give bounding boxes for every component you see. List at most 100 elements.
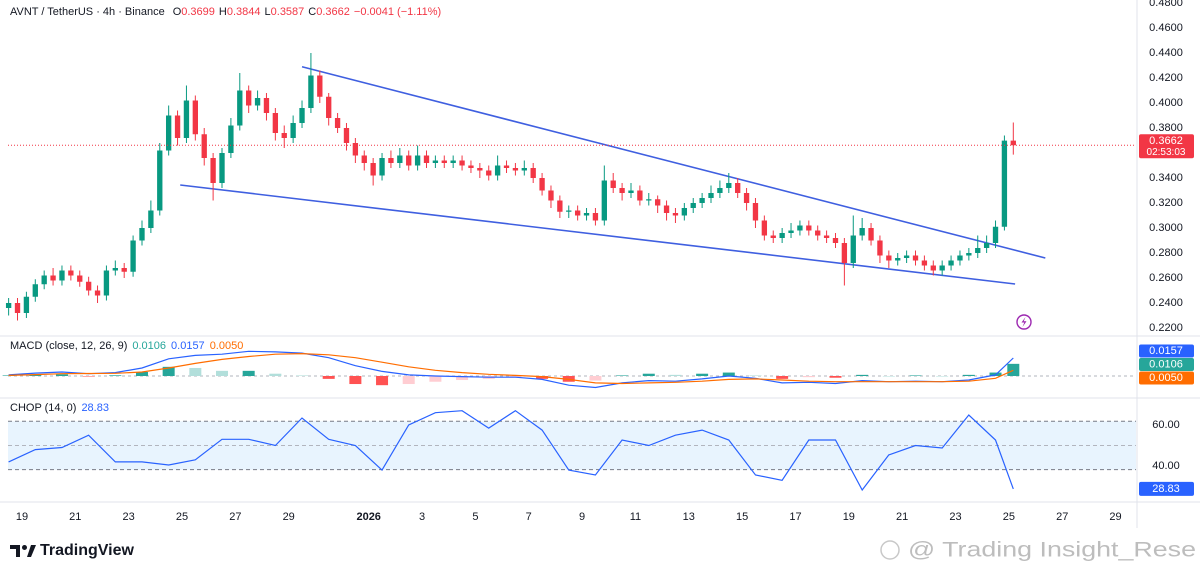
candle-body bbox=[414, 155, 421, 166]
x-tick-label: 17 bbox=[789, 511, 801, 523]
candle-body bbox=[983, 243, 990, 248]
candle-body bbox=[646, 199, 652, 201]
histogram-bar bbox=[135, 371, 148, 377]
y-tick-label: 0.2200 bbox=[1149, 322, 1183, 334]
candle-body bbox=[148, 210, 154, 228]
candle-body bbox=[850, 235, 856, 263]
candle-body bbox=[681, 208, 688, 216]
y-tick-label: 0.4200 bbox=[1149, 72, 1183, 84]
x-tick-label: 15 bbox=[736, 511, 748, 523]
histogram-bar bbox=[749, 375, 762, 377]
candle-body bbox=[157, 150, 163, 211]
candle-body bbox=[672, 213, 679, 216]
signal-line bbox=[8, 352, 1014, 385]
x-tick-label: 19 bbox=[843, 511, 855, 523]
ohlc-value: 0.3699 bbox=[181, 6, 215, 18]
candle-body bbox=[494, 165, 501, 176]
candle-body bbox=[112, 268, 118, 271]
y-tick-label: 0.4800 bbox=[1149, 0, 1183, 9]
candle-body bbox=[823, 235, 830, 238]
value-tag-label: 28.83 bbox=[1152, 483, 1180, 495]
candle-body bbox=[966, 253, 972, 256]
candle-body bbox=[432, 160, 439, 163]
histogram-bar bbox=[882, 376, 895, 377]
candle-body bbox=[592, 213, 599, 221]
candle-body bbox=[281, 133, 287, 138]
histogram-bar bbox=[189, 367, 202, 377]
candle-body bbox=[254, 98, 261, 106]
candle-body bbox=[219, 153, 225, 183]
candle-body bbox=[263, 98, 270, 113]
y-tick-label: 0.3200 bbox=[1149, 197, 1183, 209]
candle-body bbox=[59, 270, 65, 281]
histogram-bar bbox=[269, 373, 282, 377]
x-tick-label: 27 bbox=[229, 511, 241, 523]
x-tick-label: 21 bbox=[896, 511, 908, 523]
candle-body bbox=[601, 180, 607, 221]
candle-body bbox=[939, 265, 945, 271]
candle-body bbox=[379, 158, 385, 176]
candle-body bbox=[992, 226, 999, 243]
candle-body bbox=[441, 160, 447, 163]
candle-body bbox=[210, 158, 216, 183]
candle-body bbox=[459, 160, 465, 166]
candle-body bbox=[895, 258, 901, 261]
candle-body bbox=[699, 198, 705, 203]
candle-body bbox=[832, 238, 839, 243]
histogram-bar bbox=[55, 374, 68, 377]
candle-body bbox=[397, 155, 403, 163]
value-tag-label: 0.0106 bbox=[1149, 358, 1183, 370]
candle-body bbox=[406, 155, 412, 166]
histogram-bar bbox=[296, 375, 309, 377]
histogram-bar bbox=[376, 376, 389, 386]
indicator-value: 28.83 bbox=[81, 402, 109, 414]
x-tick-label: 25 bbox=[1003, 511, 1015, 523]
watermark-icon bbox=[880, 540, 900, 560]
candle-body bbox=[637, 190, 643, 201]
candle-body bbox=[574, 210, 581, 216]
candle-body bbox=[317, 75, 323, 97]
candle-body bbox=[619, 188, 625, 193]
histogram-bar bbox=[536, 376, 549, 379]
candle-body bbox=[788, 230, 794, 233]
candle-body bbox=[1010, 140, 1016, 146]
candle-body bbox=[352, 143, 359, 156]
y-tick-label: 0.2600 bbox=[1149, 272, 1183, 284]
last-price-label: 0.3662 bbox=[1149, 135, 1183, 147]
x-tick-label: 23 bbox=[949, 511, 961, 523]
candle-body bbox=[708, 193, 714, 198]
candle-body bbox=[717, 188, 723, 193]
candle-body bbox=[770, 235, 776, 238]
candle-body bbox=[299, 108, 305, 123]
candle-body bbox=[948, 260, 954, 266]
candle-body bbox=[94, 290, 101, 296]
histogram-bar bbox=[669, 374, 682, 377]
alert-icon[interactable] bbox=[1016, 314, 1032, 330]
candle-body bbox=[85, 281, 92, 291]
candle-body bbox=[23, 296, 30, 313]
countdown-label: 02:53:03 bbox=[1147, 147, 1186, 158]
candle-body bbox=[859, 228, 865, 236]
brand-name: TradingView bbox=[40, 542, 135, 559]
candle-body bbox=[192, 100, 199, 135]
indicator-header: MACD (close, 12, 26, 9) 0.0106 0.0157 0.005… bbox=[10, 340, 243, 352]
candle-body bbox=[503, 165, 510, 168]
candle-body bbox=[477, 168, 483, 171]
candle-body bbox=[246, 90, 252, 106]
candle-body bbox=[690, 203, 696, 208]
ohlc-key: C bbox=[308, 6, 316, 18]
brand-logo bbox=[10, 545, 36, 557]
candle-body bbox=[512, 168, 519, 171]
candle-body bbox=[566, 210, 572, 212]
candle-body bbox=[779, 233, 785, 238]
candle-body bbox=[841, 243, 848, 263]
candle-body bbox=[77, 275, 83, 282]
x-tick-label: 25 bbox=[176, 511, 188, 523]
histogram-bar bbox=[349, 376, 362, 385]
candle-body bbox=[388, 158, 394, 163]
histogram-bar bbox=[642, 373, 655, 377]
y-tick-label: 0.4600 bbox=[1149, 22, 1183, 34]
indicator-title: MACD (close, 12, 26, 9) bbox=[10, 340, 127, 352]
histogram-bar bbox=[162, 366, 175, 377]
